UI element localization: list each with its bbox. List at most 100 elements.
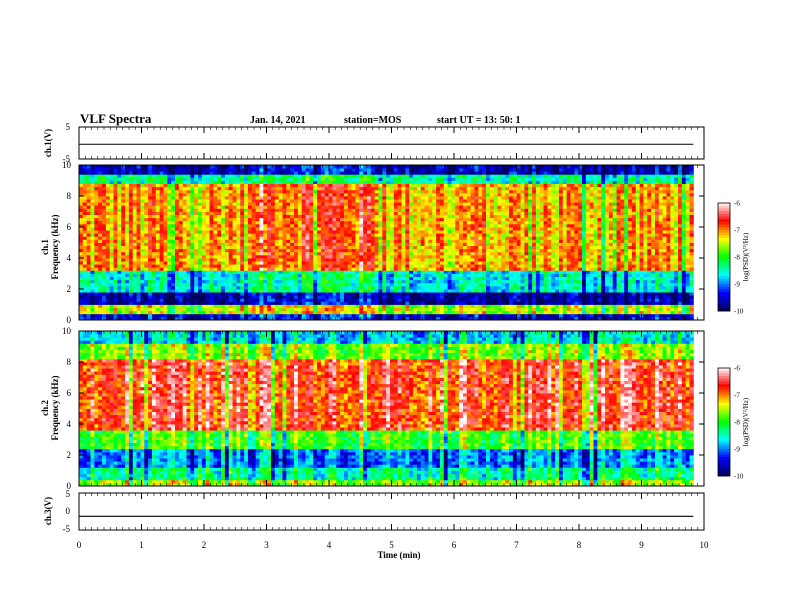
spectrogram-cell <box>297 230 303 234</box>
spectrogram-cell <box>282 233 287 237</box>
spectrogram-cell <box>79 279 84 284</box>
spectrogram-cell <box>405 267 410 271</box>
spectrogram-cell <box>278 220 283 225</box>
spectrogram-cell <box>355 273 360 277</box>
spectrogram-cell <box>274 316 280 321</box>
spectrogram-cell <box>270 270 276 274</box>
spectrogram-cell <box>359 220 364 225</box>
spectrogram-cell <box>159 282 164 287</box>
spectrogram-cell <box>455 292 460 296</box>
spectrogram-cell <box>278 177 283 181</box>
spectrogram-cell <box>117 304 122 308</box>
spectrogram-cell <box>378 248 383 253</box>
spectrogram-cell <box>105 202 111 206</box>
spectrogram-cell <box>90 180 95 184</box>
spectrogram-cell <box>144 202 149 206</box>
spectrogram-cell <box>128 285 134 290</box>
spectrogram-cell <box>374 285 379 290</box>
spectrogram-cell <box>267 316 272 321</box>
spectrogram-cell <box>148 292 153 296</box>
spectrogram-cell <box>390 205 395 209</box>
spectrogram-cell <box>175 227 180 231</box>
spectrogram-cell <box>382 239 387 243</box>
spectrogram-cell <box>259 165 264 169</box>
spectrogram-cell <box>382 307 387 312</box>
spectrogram-cell <box>455 236 460 240</box>
spectrogram-cell <box>263 304 268 308</box>
spectrogram-cell <box>267 298 272 302</box>
spectrogram-cell <box>355 171 360 175</box>
spectrogram-cell <box>436 208 441 212</box>
spectrogram-cell <box>351 285 356 290</box>
spectrogram-cell <box>117 282 122 287</box>
spectrogram-cell <box>309 239 314 243</box>
spectrogram-cell <box>190 289 195 293</box>
spectrogram-cell <box>328 292 333 296</box>
spectrogram-cell <box>363 177 368 181</box>
spectrogram-cell <box>251 258 257 262</box>
spectrogram-cell <box>301 273 306 277</box>
spectrogram-cell <box>109 217 114 222</box>
spectrogram-cell <box>125 189 130 194</box>
spectrogram-cell <box>221 165 226 169</box>
spectrogram-cell <box>313 267 318 271</box>
spectrogram-cell <box>451 270 456 274</box>
spectrogram-cell <box>309 220 314 225</box>
spectrogram-cell <box>309 295 314 299</box>
spectrogram-cell <box>209 199 214 203</box>
spectrogram-cell <box>217 192 222 197</box>
spectrogram-cell <box>82 189 88 194</box>
spectrogram-cell <box>259 273 264 277</box>
spectrogram-cell <box>424 230 429 234</box>
spectrogram-cell <box>121 251 126 256</box>
spectrogram-cell <box>432 289 437 293</box>
spectrogram-cell <box>144 273 149 277</box>
spectrogram-cell <box>224 205 230 209</box>
spectrogram-cell <box>317 301 322 305</box>
ch1-spectrogram-cells <box>79 165 694 321</box>
spectrogram-cell <box>332 199 337 203</box>
spectrogram-cell <box>313 230 318 234</box>
spectrogram-cell <box>320 282 326 287</box>
spectrogram-cell <box>175 217 180 222</box>
spectrogram-cell <box>317 217 322 222</box>
spectrogram-cell <box>451 233 456 237</box>
spectrogram-cell <box>117 217 122 222</box>
spectrogram-cell <box>198 192 203 197</box>
spectrogram-cell <box>102 301 107 305</box>
spectrogram-cell <box>278 258 283 262</box>
spectrogram-cell <box>163 242 168 246</box>
spectrogram-cell <box>320 220 326 225</box>
spectrogram-cell <box>374 313 379 318</box>
spectrogram-cell <box>213 227 218 231</box>
spectrogram-cell <box>378 292 383 296</box>
spectrogram-cell <box>270 245 276 250</box>
spectrogram-cell <box>144 298 149 302</box>
spectrogram-cell <box>151 298 157 302</box>
spectrogram-cell <box>148 298 153 302</box>
spectrogram-cell <box>409 177 414 181</box>
spectrogram-cell <box>132 196 137 200</box>
spectrogram-cell <box>401 205 406 209</box>
spectrogram-cell <box>428 254 433 259</box>
spectrogram-cell <box>340 196 345 200</box>
spectrogram-cell <box>155 292 161 296</box>
spectrogram-cell <box>194 186 199 191</box>
spectrogram-cell <box>366 301 372 305</box>
spectrogram-cell <box>286 174 291 178</box>
spectrogram-cell <box>232 276 237 281</box>
spectrogram-cell <box>313 292 318 296</box>
spectrogram-cell <box>236 220 241 225</box>
spectrogram-cell <box>194 168 199 172</box>
spectrogram-cell <box>397 248 402 253</box>
spectrogram-cell <box>297 273 303 277</box>
spectrogram-cell <box>393 189 399 194</box>
spectrogram-cell <box>159 165 164 169</box>
spectrogram-cell <box>240 177 245 181</box>
spectrogram-cell <box>439 245 445 250</box>
spectrogram-cell <box>217 214 222 219</box>
spectrogram-cell <box>332 180 337 184</box>
spectrogram-cell <box>224 230 230 234</box>
spectrogram-cell <box>98 295 103 299</box>
spectrogram-cell <box>259 264 264 268</box>
